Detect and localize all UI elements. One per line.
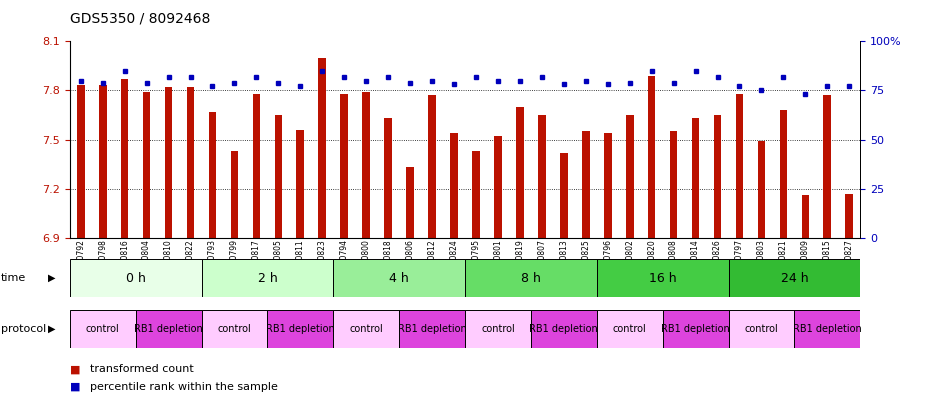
Text: 8 h: 8 h: [521, 272, 541, 285]
Bar: [465, 310, 531, 348]
Bar: [187, 87, 194, 238]
Bar: [333, 310, 399, 348]
Text: RB1 depletion: RB1 depletion: [266, 324, 335, 334]
Text: protocol: protocol: [1, 324, 46, 334]
Bar: [845, 194, 853, 238]
Text: ■: ■: [70, 364, 80, 375]
Bar: [728, 259, 860, 297]
Bar: [648, 75, 656, 238]
Bar: [428, 95, 436, 238]
Bar: [202, 310, 267, 348]
Bar: [538, 115, 546, 238]
Text: ▶: ▶: [48, 273, 56, 283]
Bar: [692, 118, 699, 238]
Bar: [472, 151, 480, 238]
Text: control: control: [218, 324, 251, 334]
Bar: [253, 94, 260, 238]
Bar: [399, 310, 465, 348]
Bar: [297, 130, 304, 238]
Text: 16 h: 16 h: [649, 272, 676, 285]
Bar: [274, 115, 282, 238]
Bar: [516, 107, 524, 238]
Bar: [728, 310, 794, 348]
Bar: [560, 152, 567, 238]
Bar: [231, 151, 238, 238]
Bar: [779, 110, 787, 238]
Bar: [333, 259, 465, 297]
Bar: [662, 310, 728, 348]
Bar: [450, 133, 458, 238]
Bar: [70, 259, 202, 297]
Text: percentile rank within the sample: percentile rank within the sample: [90, 382, 278, 392]
Bar: [70, 310, 136, 348]
Bar: [208, 112, 217, 238]
Bar: [165, 87, 172, 238]
Bar: [531, 310, 597, 348]
Text: ■: ■: [70, 382, 80, 392]
Text: control: control: [745, 324, 778, 334]
Bar: [597, 259, 728, 297]
Text: control: control: [481, 324, 515, 334]
Text: transformed count: transformed count: [90, 364, 194, 375]
Text: RB1 depletion: RB1 depletion: [529, 324, 598, 334]
Text: 24 h: 24 h: [780, 272, 808, 285]
Bar: [406, 167, 414, 238]
Bar: [626, 115, 633, 238]
Text: 4 h: 4 h: [390, 272, 409, 285]
Text: 0 h: 0 h: [126, 272, 146, 285]
Bar: [340, 94, 348, 238]
Bar: [582, 131, 590, 238]
Bar: [77, 85, 85, 238]
Bar: [494, 136, 502, 238]
Bar: [736, 94, 743, 238]
Bar: [794, 310, 860, 348]
Text: control: control: [613, 324, 646, 334]
Bar: [802, 195, 809, 238]
Text: 2 h: 2 h: [258, 272, 277, 285]
Text: RB1 depletion: RB1 depletion: [398, 324, 467, 334]
Text: GDS5350 / 8092468: GDS5350 / 8092468: [70, 12, 210, 26]
Bar: [465, 259, 597, 297]
Text: control: control: [350, 324, 383, 334]
Bar: [604, 133, 612, 238]
Bar: [318, 58, 326, 238]
Text: time: time: [1, 273, 26, 283]
Text: RB1 depletion: RB1 depletion: [793, 324, 862, 334]
Bar: [363, 92, 370, 238]
Bar: [384, 118, 392, 238]
Bar: [267, 310, 333, 348]
Bar: [758, 141, 765, 238]
Text: ▶: ▶: [48, 324, 56, 334]
Bar: [136, 310, 202, 348]
Bar: [99, 85, 107, 238]
Text: control: control: [86, 324, 120, 334]
Bar: [713, 115, 722, 238]
Bar: [823, 95, 831, 238]
Bar: [597, 310, 662, 348]
Text: RB1 depletion: RB1 depletion: [134, 324, 203, 334]
Text: RB1 depletion: RB1 depletion: [661, 324, 730, 334]
Bar: [202, 259, 333, 297]
Bar: [121, 79, 128, 238]
Bar: [143, 92, 151, 238]
Bar: [670, 131, 677, 238]
